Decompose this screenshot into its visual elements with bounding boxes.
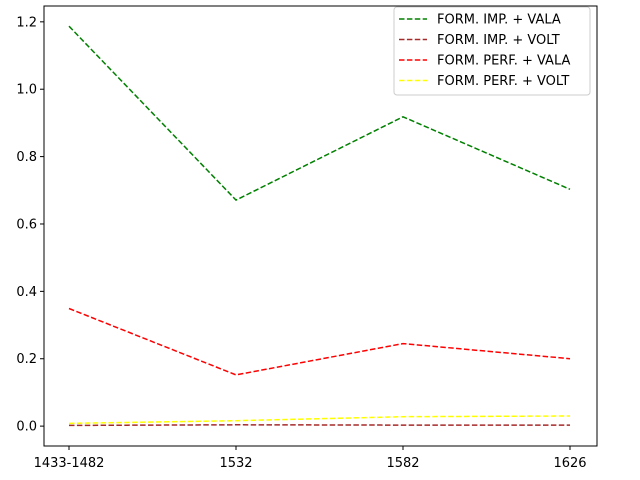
series-line-2	[68, 307, 571, 376]
plot-frame	[43, 5, 598, 447]
y-tick-label: 0.6	[16, 217, 37, 232]
x-tick-label: 1626	[553, 456, 586, 471]
y-tick-label: 1.2	[16, 15, 37, 30]
y-axis: 0.0 0.2 0.4 0.6 0.8 1.0 1.2	[16, 15, 44, 435]
x-tick-label: 1582	[386, 456, 419, 471]
series-line-1	[68, 424, 570, 427]
y-tick-label: 0.2	[16, 352, 37, 367]
legend: FORM. IMP. + VALA FORM. IMP. + VOLT FORM. …	[393, 6, 591, 96]
series-line-0	[68, 25, 571, 202]
y-tick-label: 0.0	[16, 420, 37, 435]
series-line-3	[68, 415, 571, 425]
legend-label: FORM. PERF. + VOLT	[437, 74, 569, 89]
y-tick-label: 0.8	[16, 150, 37, 165]
x-tick-label: 1433-1482	[34, 456, 105, 471]
x-tick-label: 1532	[219, 456, 252, 471]
legend-label: FORM. IMP. + VALA	[437, 13, 561, 28]
y-tick-label: 0.4	[16, 285, 37, 300]
y-tick-label: 1.0	[16, 83, 37, 98]
legend-box	[393, 6, 591, 96]
legend-label: FORM. IMP. + VOLT	[437, 33, 560, 48]
x-axis: 1433-1482 1532 1582 1626	[34, 446, 587, 471]
series-layer	[68, 25, 571, 427]
legend-label: FORM. PERF. + VALA	[437, 54, 570, 69]
